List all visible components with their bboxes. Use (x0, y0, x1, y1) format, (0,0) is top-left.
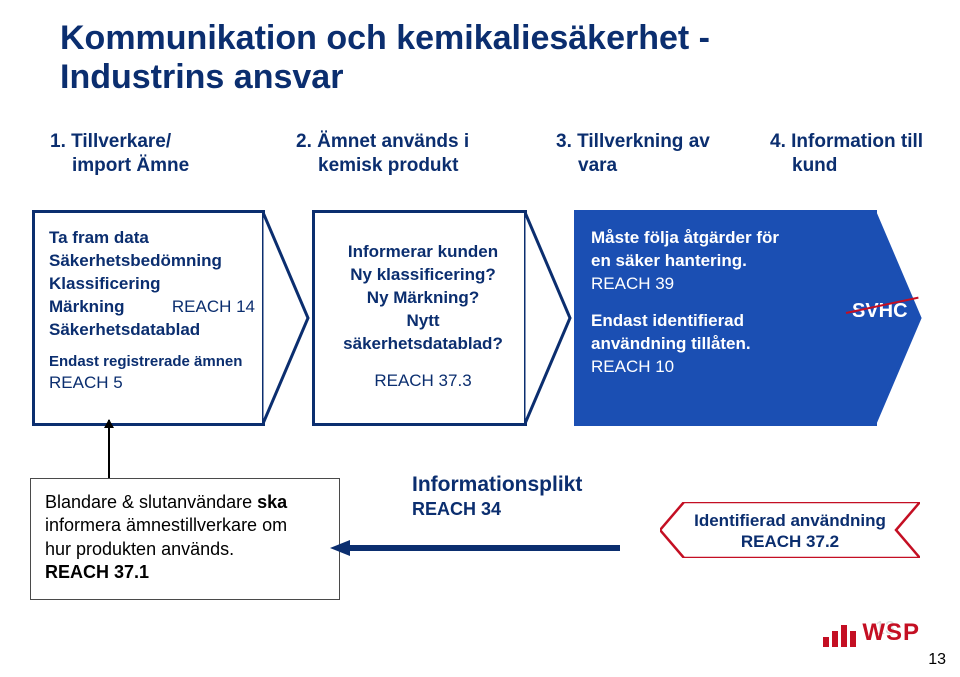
a3-l5: användning tillåten. (591, 333, 867, 356)
a2-l4: Nytt säkerhetsdatablad? (329, 310, 517, 356)
ip-l1: Informationsplikt (412, 472, 582, 498)
identifierad-shape: Identifierad användning REACH 37.2 (660, 502, 920, 558)
a2-l3: Ny Märkning? (329, 287, 517, 310)
ident-l1: Identifierad användning (694, 511, 886, 530)
a1-l4: Märkning REACH 14 (49, 296, 255, 319)
blandare-box: Blandare & slutanvändare ska informera ä… (30, 478, 340, 600)
col4-header-a: 4. Information till (770, 131, 923, 152)
bl-b1: ska (257, 492, 287, 512)
a1-l1: Ta fram data (49, 227, 255, 250)
page-title-line2: Industrins ansvar (60, 58, 343, 97)
col2-header-b: kemisk produkt (296, 155, 458, 176)
a1-l6: Endast registrerade ämnen (49, 352, 255, 372)
a3-l1: Måste följa åtgärder för (591, 227, 867, 250)
col2-header-a: 2. Ämnet används i (296, 131, 469, 152)
page-title-line1: Kommunikation och kemikaliesäkerhet - (60, 18, 710, 59)
a1-l5: Säkerhetsdatablad (49, 319, 255, 342)
bl-t1: Blandare & slutanvändare (45, 492, 257, 512)
a2-l2: Ny klassificering? (329, 264, 517, 287)
col4-header: 4. Information till kund (770, 130, 923, 178)
a1-l3: Klassificering (49, 273, 255, 296)
up-arrow-icon (108, 420, 110, 478)
col1-header-a: 1. Tillverkare/ (50, 131, 171, 152)
logo-text: WSP (862, 619, 920, 647)
a1-l7: REACH 5 (49, 372, 255, 395)
svhc-text: SVHC (852, 300, 908, 322)
a2-l5: REACH 37.3 (329, 370, 517, 393)
svhc-label: SVHC (852, 300, 908, 323)
process-arrow-3: Måste följa åtgärder för en säker hanter… (574, 210, 877, 426)
logo-bars-icon (823, 625, 856, 647)
a3-l2: en säker hantering. (591, 250, 867, 273)
col3-header-a: 3. Tillverkning av (556, 131, 710, 152)
col1-header-b: import Ämne (50, 155, 189, 176)
wsp-logo: WSP (823, 619, 920, 647)
col3-header: 3. Tillverkning av vara (556, 130, 710, 178)
bl-t4: REACH 37.1 (45, 562, 149, 582)
bl-t3: hur produkten används. (45, 539, 234, 559)
ip-l2: REACH 34 (412, 498, 582, 521)
a3-l4: Endast identifierad (591, 310, 867, 333)
col4-header-b: kund (770, 155, 837, 176)
a1-l2: Säkerhetsbedömning (49, 250, 255, 273)
col3-header-b: vara (556, 155, 617, 176)
a2-l1: Informerar kunden (329, 241, 517, 264)
left-arrow-icon (330, 540, 620, 556)
ident-l2: REACH 37.2 (741, 532, 839, 551)
col1-header: 1. Tillverkare/ import Ämne (50, 130, 189, 178)
page-number: 13 (928, 651, 946, 669)
a1-l4b: REACH 14 (172, 296, 255, 319)
a3-l3: REACH 39 (591, 273, 867, 296)
bl-t2: informera ämnestillverkare om (45, 515, 287, 535)
col2-header: 2. Ämnet används i kemisk produkt (296, 130, 469, 178)
process-arrow-2: Informerar kunden Ny klassificering? Ny … (312, 210, 527, 426)
infoplikt-label: Informationsplikt REACH 34 (412, 472, 582, 521)
arrow-tip-icon (524, 210, 573, 426)
process-arrow-1: Ta fram data Säkerhetsbedömning Klassifi… (32, 210, 265, 426)
a1-l4a: Märkning (49, 297, 125, 316)
arrow-tip-icon (262, 210, 311, 426)
a3-l6: REACH 10 (591, 356, 867, 379)
